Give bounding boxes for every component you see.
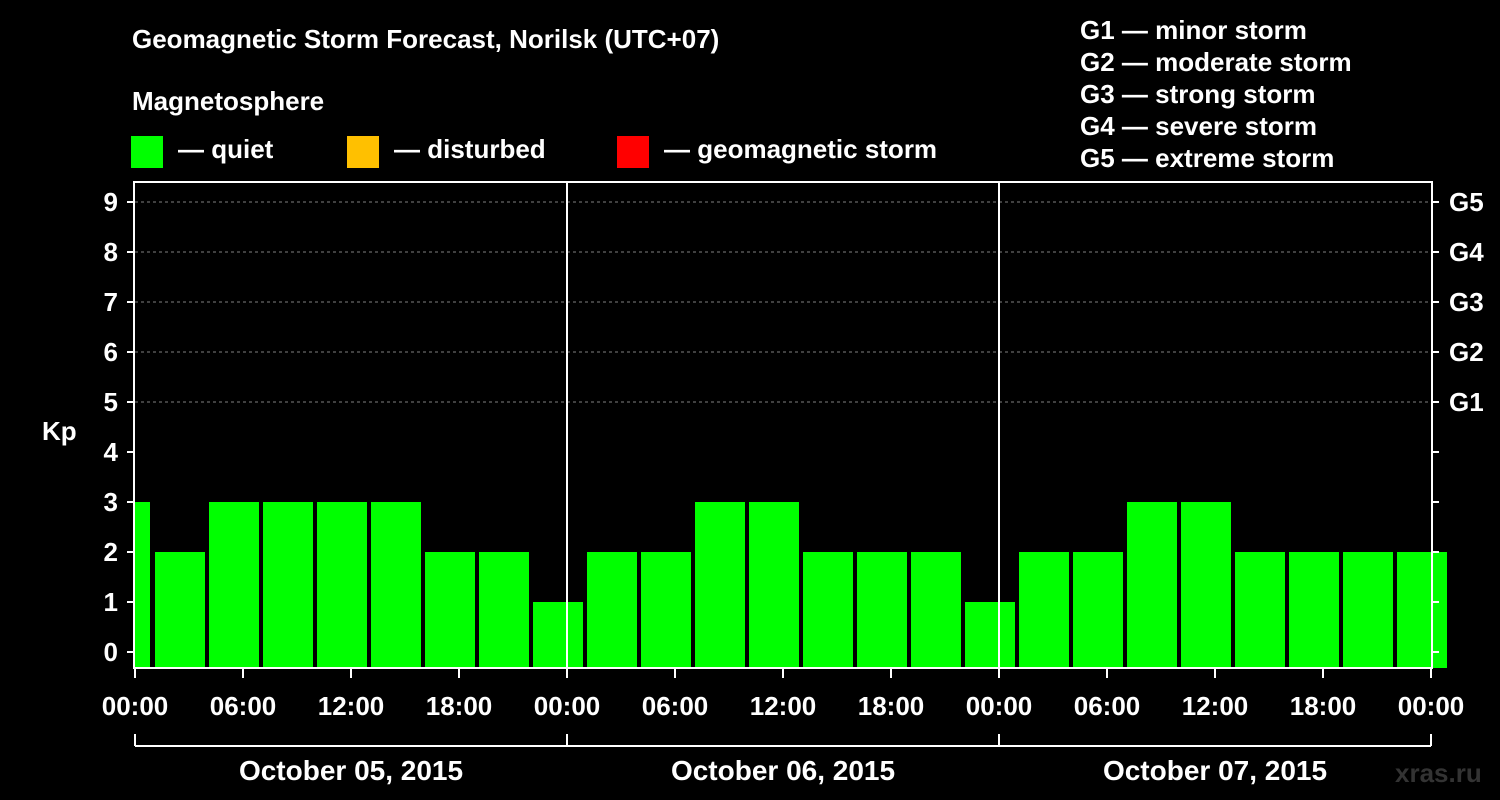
kp-bar	[209, 502, 259, 668]
x-tick-label: 12:00	[318, 691, 385, 721]
kp-bar	[911, 552, 961, 668]
legend-swatch-quiet	[131, 136, 163, 168]
kp-bar	[533, 602, 583, 668]
y-tick-label: 4	[104, 437, 119, 467]
x-tick-label: 06:00	[1074, 691, 1141, 721]
legend-label-disturbed: — disturbed	[394, 134, 546, 164]
kp-bar	[1235, 552, 1285, 668]
x-tick-label: 18:00	[426, 691, 493, 721]
y-tick-label: 6	[104, 337, 118, 367]
kp-bar	[1289, 552, 1339, 668]
g-level-g3: G3 — strong storm	[1080, 79, 1316, 109]
x-tick-label: 00:00	[1398, 691, 1465, 721]
g-levels-legend: G1 — minor storm G2 — moderate storm G3 …	[1080, 14, 1352, 174]
watermark: xras.ru	[1395, 758, 1482, 788]
g-level-g4: G4 — severe storm	[1080, 111, 1318, 141]
y-tick-label: 5	[104, 387, 118, 417]
y-tick-label: 2	[104, 537, 118, 567]
kp-bar	[479, 552, 529, 668]
kp-bar	[425, 552, 475, 668]
y-axis-label: Kp	[42, 416, 77, 446]
y-tick-label: 0	[104, 637, 118, 667]
g-axis-label: G3	[1449, 287, 1484, 317]
g-axis-label: G5	[1449, 187, 1484, 217]
x-tick-label: 00:00	[966, 691, 1033, 721]
y-tick-label: 9	[104, 187, 118, 217]
y-tick-label: 8	[104, 237, 118, 267]
kp-bar	[857, 552, 907, 668]
date-label: October 07, 2015	[1103, 755, 1327, 786]
kp-bar	[263, 502, 313, 668]
kp-bar	[155, 552, 205, 668]
x-tick-label: 18:00	[858, 691, 925, 721]
x-tick-label: 06:00	[210, 691, 277, 721]
kp-bar	[317, 502, 367, 668]
g-level-g2: G2 — moderate storm	[1080, 47, 1352, 77]
magnetosphere-label: Magnetosphere	[132, 86, 325, 116]
y-tick-label: 3	[104, 487, 118, 517]
kp-bar	[587, 552, 637, 668]
kp-bar	[1343, 552, 1393, 668]
legend-label-storm: — geomagnetic storm	[664, 134, 938, 164]
x-tick-label: 18:00	[1290, 691, 1357, 721]
kp-bar	[695, 502, 745, 668]
kp-bar	[135, 502, 150, 668]
kp-bar	[371, 502, 421, 668]
chart-title: Geomagnetic Storm Forecast, Norilsk (UTC…	[132, 24, 720, 54]
y-tick-label: 1	[104, 587, 118, 617]
x-tick-label: 00:00	[534, 691, 601, 721]
kp-bar	[641, 552, 691, 668]
kp-bar	[1127, 502, 1177, 668]
g-axis-label: G4	[1449, 237, 1484, 267]
date-label: October 06, 2015	[671, 755, 895, 786]
x-tick-label: 12:00	[750, 691, 817, 721]
legend-label-quiet: — quiet	[178, 134, 274, 164]
kp-bar	[1019, 552, 1069, 668]
kp-bar	[749, 502, 799, 668]
legend-swatch-storm	[617, 136, 649, 168]
legend-swatch-disturbed	[347, 136, 379, 168]
g-level-g5: G5 — extreme storm	[1080, 143, 1335, 173]
y-tick-label: 7	[104, 287, 118, 317]
x-tick-label: 06:00	[642, 691, 709, 721]
g-axis-label: G1	[1449, 387, 1484, 417]
kp-bar	[1073, 552, 1123, 668]
x-tick-label: 12:00	[1182, 691, 1249, 721]
x-tick-label: 00:00	[102, 691, 169, 721]
g-axis-label: G2	[1449, 337, 1484, 367]
kp-bar	[1397, 552, 1447, 668]
kp-bar	[803, 552, 853, 668]
date-label: October 05, 2015	[239, 755, 463, 786]
kp-bar	[1181, 502, 1231, 668]
kp-bar	[965, 602, 1015, 668]
g-level-g1: G1 — minor storm	[1080, 15, 1307, 45]
